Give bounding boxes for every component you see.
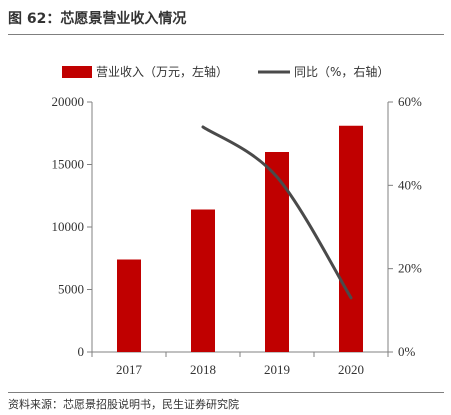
- x-tick-label: 2019: [264, 362, 290, 377]
- left-tick-label: 15000: [52, 157, 85, 172]
- figure-title: 图 62：芯愿景营业收入情况: [8, 11, 187, 27]
- yoy-growth-line: [201, 125, 353, 300]
- source-divider: [8, 392, 444, 393]
- x-tick-label: 2020: [338, 362, 364, 377]
- right-tick-label: 20%: [398, 261, 422, 276]
- left-tick-label: 5000: [58, 282, 84, 297]
- legend-bar-swatch: [62, 66, 92, 78]
- title-divider: [8, 34, 444, 35]
- left-tick-label: 0: [78, 344, 85, 359]
- legend-line-label: 同比（%，右轴）: [294, 64, 389, 79]
- figure-source: 资料来源：芯愿景招股说明书，民生证券研究院: [8, 398, 239, 411]
- revenue-bar: [339, 125, 363, 352]
- legend-bar-label: 营业收入（万元，左轴）: [96, 64, 228, 79]
- revenue-bar: [191, 209, 215, 352]
- x-tick-label: 2018: [190, 362, 216, 377]
- revenue-bar: [265, 152, 289, 352]
- right-tick-label: 40%: [398, 177, 422, 192]
- x-tick-label: 2017: [116, 362, 143, 377]
- right-tick-label: 60%: [398, 94, 422, 109]
- left-tick-label: 20000: [52, 94, 85, 109]
- right-tick-label: 0%: [398, 344, 416, 359]
- left-tick-label: 10000: [52, 219, 85, 234]
- revenue-bar: [117, 259, 141, 352]
